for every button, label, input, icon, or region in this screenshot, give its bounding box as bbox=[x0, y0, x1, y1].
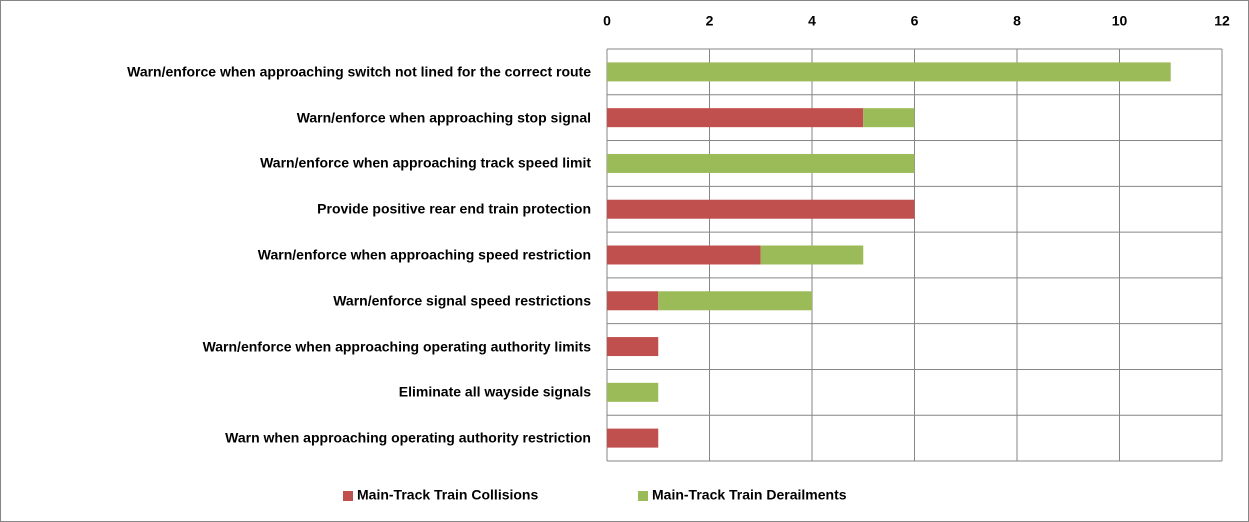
bar-segment bbox=[607, 337, 659, 357]
bar-segment bbox=[760, 245, 864, 265]
bar-segment bbox=[607, 62, 1171, 82]
bar-segment bbox=[607, 428, 659, 448]
x-tick-label: 10 bbox=[1112, 13, 1128, 29]
y-tick-label: Warn/enforce when approaching speed rest… bbox=[257, 246, 591, 263]
bar-segment bbox=[607, 153, 915, 173]
y-tick-label: Eliminate all wayside signals bbox=[398, 383, 591, 400]
x-tick-label: 12 bbox=[1214, 13, 1230, 29]
x-tick-label: 4 bbox=[808, 13, 816, 29]
bar-segment bbox=[658, 291, 812, 311]
legend-swatch bbox=[638, 491, 648, 501]
y-tick-label: Warn/enforce when approaching operating … bbox=[202, 338, 591, 355]
bar-segment bbox=[607, 245, 761, 265]
y-tick-label: Provide positive rear end train protecti… bbox=[317, 200, 591, 217]
x-tick-label: 6 bbox=[911, 13, 919, 29]
legend-swatch bbox=[343, 491, 353, 501]
bar-segment bbox=[607, 108, 864, 128]
legend-label: Main-Track Train Collisions bbox=[357, 487, 538, 503]
x-tick-label: 2 bbox=[706, 13, 714, 29]
bar-segment bbox=[607, 291, 659, 311]
bar-segment bbox=[607, 382, 659, 402]
legend-label: Main-Track Train Derailments bbox=[652, 487, 847, 503]
y-tick-label: Warn/enforce when approaching stop signa… bbox=[296, 109, 591, 126]
x-tick-label: 8 bbox=[1013, 13, 1021, 29]
y-tick-label: Warn/enforce signal speed restrictions bbox=[333, 292, 591, 309]
bar-segment bbox=[863, 108, 915, 128]
bar-segment bbox=[607, 199, 915, 219]
y-tick-label: Warn/enforce when approaching track spee… bbox=[260, 154, 591, 171]
x-tick-label: 0 bbox=[603, 13, 611, 29]
y-tick-label: Warn/enforce when approaching switch not… bbox=[127, 63, 591, 80]
y-tick-label: Warn when approaching operating authorit… bbox=[225, 429, 591, 446]
